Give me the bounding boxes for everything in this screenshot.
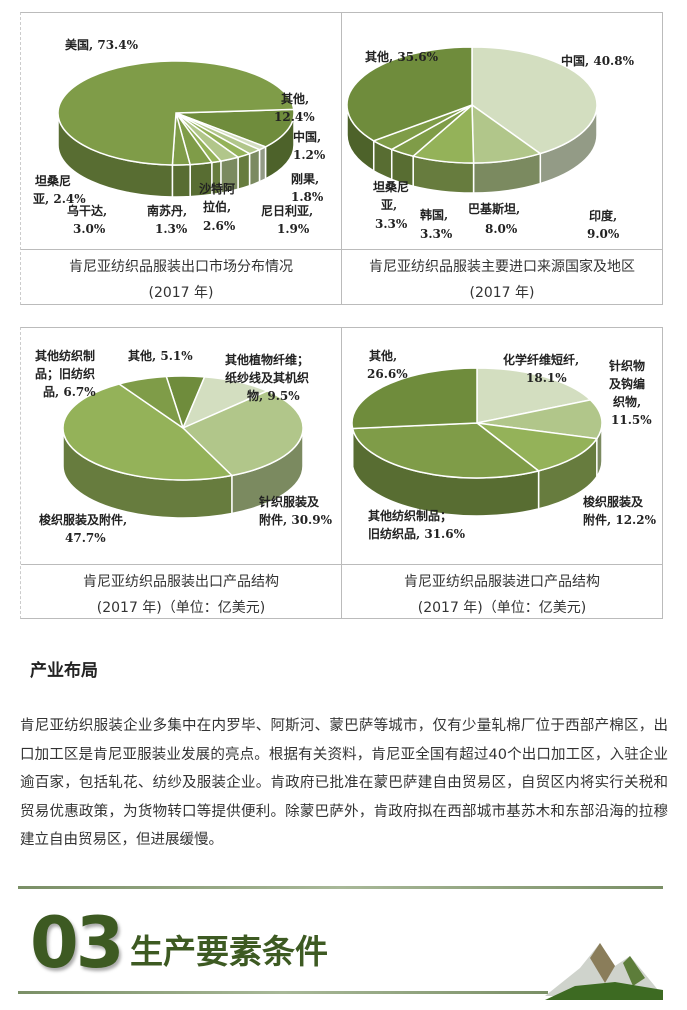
- data-label: 及钩编: [609, 377, 646, 391]
- pie-slice: [175, 108, 295, 148]
- data-label: 2.6%: [203, 219, 236, 233]
- section-paragraph: 肯尼亚纺织服装企业多集中在内罗毕、阿斯河、蒙巴萨等城市，仅有少量轧棉厂位于西部产…: [20, 718, 668, 848]
- data-label: 尼日利亚,: [261, 204, 314, 218]
- data-label: 1.2%: [293, 148, 326, 162]
- data-label: 南苏丹,: [147, 204, 188, 218]
- divider: [341, 328, 342, 618]
- chart-caption: 肯尼亚纺织品服装主要进口来源国家及地区: [369, 259, 635, 275]
- chart-caption-year: (2017 年): [148, 285, 214, 301]
- data-label: 3.3%: [420, 227, 453, 241]
- data-label: 其他,: [369, 349, 398, 363]
- data-label: 美国, 73.4%: [65, 38, 138, 52]
- data-label: 其他, 35.6%: [365, 50, 438, 64]
- pie-slice-side: [237, 152, 251, 191]
- data-label: 针织服装及: [259, 495, 320, 509]
- data-label: 中国,: [293, 130, 322, 144]
- mountain-icon: [545, 943, 663, 1000]
- chart-caption: 肯尼亚纺织品服装进口产品结构: [404, 574, 600, 590]
- data-label: 沙特阿: [199, 182, 236, 196]
- data-label: 附件, 12.2%: [583, 513, 656, 527]
- data-label: 3.3%: [375, 217, 408, 231]
- banner-bottom-rule: [18, 991, 548, 994]
- chart-caption-year: (2017 年): [469, 285, 535, 301]
- data-label: 韩国,: [420, 208, 449, 222]
- banner-top-rule: [18, 886, 663, 889]
- divider: [21, 564, 662, 565]
- data-label: 12.4%: [274, 110, 315, 124]
- data-label: 亚,: [381, 198, 398, 212]
- pie-chart-import-source: [346, 46, 598, 194]
- data-label: 1.8%: [291, 190, 324, 204]
- pie-slice: [351, 422, 541, 479]
- data-label: 物, 9.5%: [247, 389, 300, 403]
- pie-slice: [62, 383, 234, 481]
- data-label: 附件, 30.9%: [259, 513, 332, 527]
- chart-table-2: 其他, 5.1% 其他植物纤维； 纸纱线及其机织 物, 9.5% 针织服装及 附…: [20, 327, 663, 619]
- pie-slice: [57, 60, 295, 166]
- data-label: 乌干达,: [67, 204, 108, 218]
- pie-slice: [476, 367, 592, 424]
- data-label: 梭织服装及: [583, 495, 644, 509]
- data-label: 品；旧纺织: [35, 367, 96, 381]
- pie-slice-side: [248, 148, 261, 187]
- pie-chart-export-products: [62, 375, 304, 519]
- data-label: 中国, 40.8%: [561, 54, 634, 68]
- data-label: 11.5%: [611, 413, 652, 427]
- chart-caption-unit: (2017 年)（单位：亿美元): [417, 600, 587, 616]
- data-label: 8.0%: [485, 222, 518, 236]
- divider: [341, 13, 342, 304]
- data-label: 旧纺织品, 31.6%: [368, 527, 465, 541]
- chart-caption-unit: (2017 年)（单位：亿美元): [96, 600, 266, 616]
- chart-caption: 肯尼亚纺织品服装出口市场分布情况: [69, 259, 293, 275]
- pie-chart-export-market: [57, 60, 295, 198]
- data-label: 织物,: [613, 395, 642, 409]
- data-label: 1.9%: [277, 222, 310, 236]
- data-label: 亚, 2.4%: [33, 192, 86, 206]
- data-label: 针织物: [609, 359, 646, 373]
- pie-slice-side: [258, 145, 267, 183]
- data-label: 坦桑尼: [35, 174, 72, 188]
- data-label: 47.7%: [65, 531, 106, 545]
- divider: [21, 249, 662, 250]
- data-label: 刚果,: [291, 172, 320, 186]
- data-label: 品, 6.7%: [43, 385, 96, 399]
- section-number: 03: [30, 902, 124, 984]
- data-label: 印度,: [589, 209, 618, 223]
- data-label: 其他植物纤维；: [225, 353, 310, 367]
- pie-slice: [181, 390, 304, 477]
- section-heading: 产业布局: [30, 661, 98, 681]
- chart-caption: 肯尼亚纺织品服装出口产品结构: [83, 574, 279, 590]
- data-label: 纸纱线及其机织: [225, 371, 310, 385]
- data-label: 其他纺织制品；: [368, 509, 453, 523]
- data-label: 坦桑尼: [373, 180, 410, 194]
- data-label: 其他,: [281, 92, 310, 106]
- pie-slice: [476, 399, 603, 440]
- data-label: 18.1%: [526, 371, 567, 385]
- data-label: 其他, 5.1%: [128, 349, 193, 363]
- pie-slice: [117, 375, 185, 430]
- pie-slice: [474, 421, 599, 472]
- chart-table-1: 美国, 73.4% 其他, 12.4% 中国, 1.2% 刚果, 1.8% 尼日…: [20, 12, 663, 305]
- data-label: 其他纺织制: [35, 349, 96, 363]
- data-label: 巴基斯坦,: [468, 202, 521, 216]
- data-label: 梭织服装及附件,: [39, 513, 128, 527]
- pie-slice: [351, 367, 478, 430]
- data-label: 1.3%: [155, 222, 188, 236]
- pie-slice: [346, 46, 473, 142]
- data-label: 拉伯,: [203, 200, 232, 214]
- data-label: 9.0%: [587, 227, 620, 241]
- pie-slice-side: [171, 163, 191, 198]
- pie-chart-import-products: [351, 367, 603, 517]
- data-label: 化学纤维短纤,: [503, 353, 580, 367]
- section-title: 生产要素条件: [130, 932, 328, 971]
- data-label: 3.0%: [73, 222, 106, 236]
- data-label: 26.6%: [367, 367, 408, 381]
